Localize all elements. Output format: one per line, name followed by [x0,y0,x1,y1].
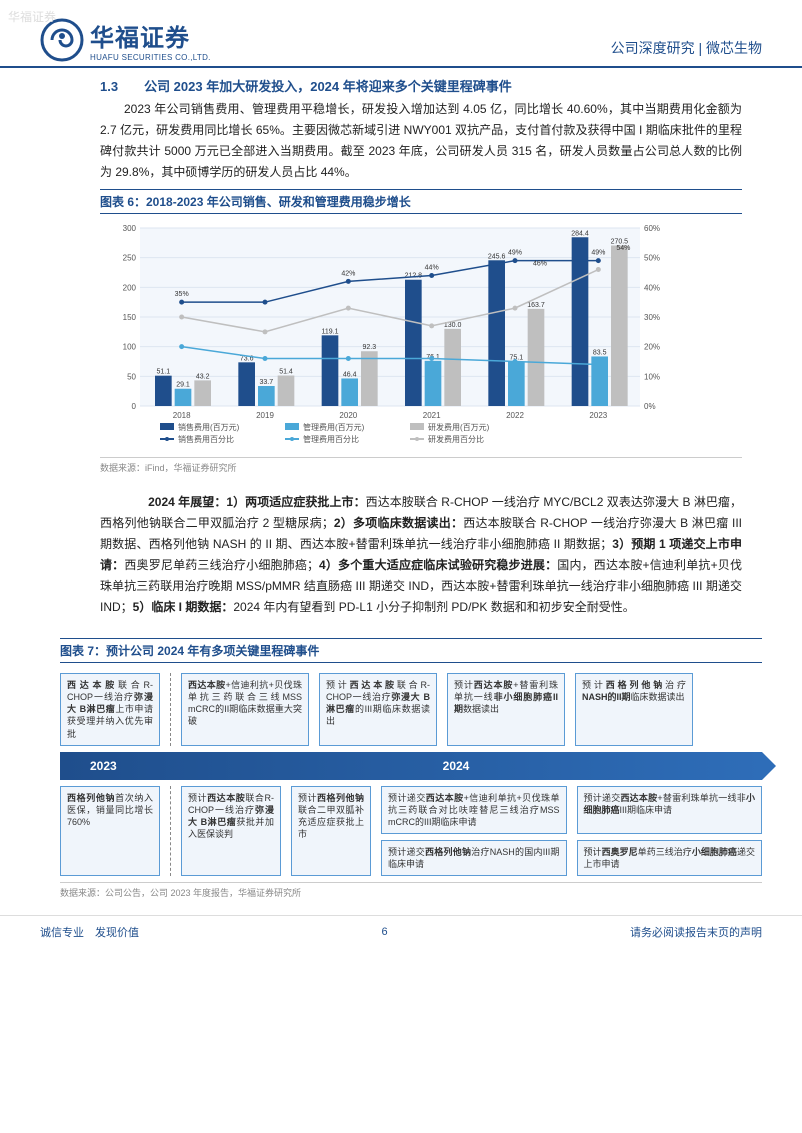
svg-text:44%: 44% [425,264,439,271]
tl-box-2024-br-4: 预计西奥罗尼单药三线治疗小细胞肺癌递交上市申请 [577,840,763,876]
page-header: 华福证券 HUAFU SECURITIES CO.,LTD. 公司深度研究 | … [0,0,802,68]
section-1-3-para: 2023 年公司销售费用、管理费用平稳增长，研发投入增加达到 4.05 亿，同比… [100,99,742,183]
svg-text:50%: 50% [644,254,660,263]
svg-text:20%: 20% [644,343,660,352]
svg-text:2018: 2018 [173,411,191,420]
tl-box-2024-top-2: 预计西达本胺联合R-CHOP一线治疗弥漫大 B淋巴瘤的III期临床数据读出 [319,673,437,746]
svg-text:0: 0 [132,402,137,411]
svg-text:销售费用百分比: 销售费用百分比 [178,434,234,444]
timeline-bottom-row: 西格列他钠首次纳入医保，销量同比增长760% 预计西达本胺联合R-CHOP一线治… [60,786,762,877]
tl-box-2024-top-3: 预计西达本胺+替雷利珠单抗一线非小细胞肺癌II期数据读出 [447,673,565,746]
figure7-source: 数据来源：公司公告，公司 2023 年度报告，华福证券研究所 [60,882,762,899]
tl-box-2024-top-4: 预计西格列他钠治疗NASH的II期临床数据读出 [575,673,693,746]
page-footer: 诚信专业 发现价值 6 请务必阅读报告末页的声明 [0,915,802,958]
header-category: 公司深度研究 | 微芯生物 [611,38,762,62]
svg-text:150: 150 [123,313,137,322]
tl-box-2023-top: 西达本胺联合R-CHOP一线治疗弥漫大 B淋巴瘤上市申请获受理并纳入优先审批 [60,673,160,746]
svg-text:200: 200 [123,283,137,292]
svg-text:54%: 54% [616,245,630,252]
svg-text:研发费用(百万元): 研发费用(百万元) [428,422,490,432]
svg-text:46%: 46% [533,261,547,268]
svg-text:10%: 10% [644,372,660,381]
svg-text:83.5: 83.5 [593,349,607,356]
svg-text:销售费用(百万元): 销售费用(百万元) [178,422,240,432]
tl-box-2024-bl-2: 预计西格列他钠联合二甲双胍补充适应症获批上市 [291,786,371,877]
svg-text:管理费用百分比: 管理费用百分比 [303,434,359,444]
tl-box-2024-br-1: 预计递交西达本胺+信迪利单抗+贝伐珠单抗三药联合对比呋喹替尼三线治疗MSS mC… [381,786,567,834]
footer-left: 诚信专业 发现价值 [40,924,139,940]
outlook-para: 2024 年展望：1）两项适应症获批上市：西达本胺联合 R-CHOP 一线治疗 … [100,492,742,618]
svg-text:92.3: 92.3 [363,344,377,351]
svg-text:0%: 0% [644,402,656,411]
svg-text:100: 100 [123,343,137,352]
svg-text:2022: 2022 [506,411,524,420]
svg-text:51.4: 51.4 [279,369,293,376]
svg-text:管理费用(百万元): 管理费用(百万元) [303,422,365,432]
svg-text:49%: 49% [591,250,605,257]
footer-right: 请务必阅读报告末页的声明 [630,924,762,940]
svg-text:2021: 2021 [423,411,441,420]
svg-text:51.1: 51.1 [157,369,171,376]
svg-text:2023: 2023 [589,411,607,420]
tl-box-2023-bot: 西格列他钠首次纳入医保，销量同比增长760% [60,786,160,877]
svg-text:119.1: 119.1 [322,328,339,335]
svg-text:2019: 2019 [256,411,274,420]
logo-cn: 华福证券 [90,18,211,53]
svg-text:46.4: 46.4 [343,371,357,378]
svg-text:163.7: 163.7 [527,302,545,309]
timeline-year-2023: 2023 [60,759,170,773]
svg-text:29.1: 29.1 [176,382,190,389]
svg-text:33.7: 33.7 [260,379,274,386]
timeline-year-2024: 2024 [170,759,762,773]
svg-text:245.6: 245.6 [488,253,506,260]
tl-box-2024-br-3: 预计递交西达本胺+替雷利珠单抗一线非小细胞肺癌III期临床申请 [577,786,763,834]
logo: 华福证券 HUAFU SECURITIES CO.,LTD. [40,18,211,62]
section-1-3-heading: 1.3 公司 2023 年加大研发投入，2024 年将迎来多个关键里程碑事件 [100,76,742,95]
svg-text:研发费用百分比: 研发费用百分比 [428,434,484,444]
figure6-chart: 0 50 100 150 200 250 300 0% 10% 20% 30% 40% 50% 60% 51… [100,218,742,453]
figure7-title: 图表 7：预计公司 2024 年有多项关键里程碑事件 [60,638,762,663]
svg-text:49%: 49% [508,250,522,257]
svg-text:50: 50 [127,372,136,381]
figure6-source: 数据来源：iFind，华福证券研究所 [100,457,742,474]
watermark: 华福证券 [8,8,56,25]
svg-text:40%: 40% [644,283,660,292]
footer-page-number: 6 [381,926,387,938]
figure6-title: 图表 6：2018-2023 年公司销售、研发和管理费用稳步增长 [100,189,742,214]
svg-text:42%: 42% [341,270,355,277]
tl-box-2024-top-1: 西达本胺+信迪利抗+贝伐珠单抗三药联合三线MSS mCRC的II期临床数据重大突… [181,673,309,746]
svg-text:43.2: 43.2 [196,373,210,380]
svg-text:60%: 60% [644,224,660,233]
tl-box-2024-br-2: 预计递交西格列他钠治疗NASH的国内III期临床申请 [381,840,567,876]
svg-text:35%: 35% [175,291,189,298]
svg-text:300: 300 [123,224,137,233]
svg-text:284.4: 284.4 [571,230,589,237]
logo-en: HUAFU SECURITIES CO.,LTD. [90,53,211,62]
svg-text:30%: 30% [644,313,660,322]
tl-box-2024-bl-1: 预计西达本胺联合R-CHOP一线治疗弥漫大 B淋巴瘤获批并加入医保谈判 [181,786,281,877]
timeline-arrow: 2023 2024 [60,752,762,780]
timeline-top-row: 西达本胺联合R-CHOP一线治疗弥漫大 B淋巴瘤上市申请获受理并纳入优先审批 西… [60,673,762,746]
svg-text:250: 250 [123,254,137,263]
svg-text:2020: 2020 [339,411,357,420]
